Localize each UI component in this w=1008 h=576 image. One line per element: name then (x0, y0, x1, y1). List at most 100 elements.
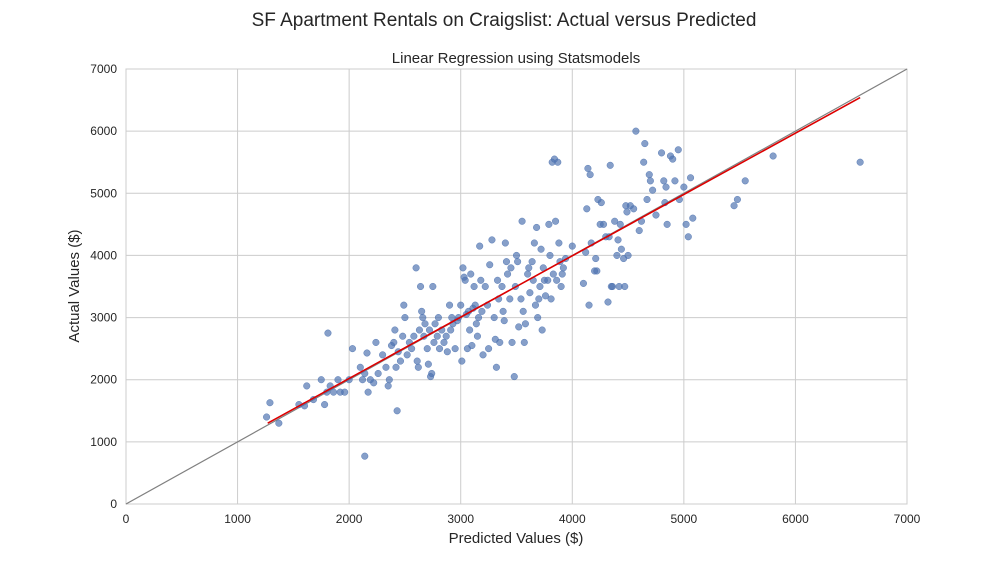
y-tick-label: 6000 (90, 124, 117, 138)
data-point (329, 388, 338, 396)
data-point (674, 146, 682, 154)
data-point (657, 149, 666, 157)
data-point (652, 211, 660, 219)
data-point (635, 227, 643, 235)
data-point (554, 158, 562, 166)
data-point (477, 276, 485, 284)
data-point (384, 382, 392, 390)
data-point (558, 270, 566, 278)
data-point (416, 282, 425, 291)
data-point (391, 326, 399, 334)
data-point (584, 164, 592, 172)
data-point (623, 208, 631, 216)
data-point (649, 186, 657, 194)
data-point (536, 282, 544, 291)
data-point (429, 282, 437, 291)
x-tick-label: 0 (123, 512, 130, 526)
data-point (496, 338, 504, 346)
data-point (689, 214, 697, 222)
data-point (502, 258, 511, 266)
data-point (559, 264, 567, 272)
data-point (401, 314, 409, 322)
y-tick-label: 2000 (90, 373, 117, 387)
data-point (585, 301, 593, 309)
data-point (553, 276, 561, 284)
data-point (341, 388, 349, 396)
data-point (393, 407, 401, 415)
data-point (317, 376, 325, 384)
data-point (481, 282, 489, 291)
data-point (451, 345, 459, 353)
regression-line (267, 96, 861, 424)
data-point (537, 245, 545, 253)
data-point (684, 233, 692, 241)
data-point (478, 307, 486, 315)
data-point (608, 282, 617, 291)
data-point (592, 254, 600, 263)
data-point (266, 399, 274, 407)
data-point (769, 152, 777, 160)
data-point (521, 320, 529, 328)
data-point (473, 332, 482, 340)
data-point (646, 177, 654, 185)
x-tick-label: 6000 (782, 512, 809, 526)
data-point (856, 158, 864, 166)
y-tick-label: 1000 (90, 435, 117, 449)
y-tick-label: 7000 (90, 62, 117, 76)
data-point (533, 223, 541, 232)
data-point (524, 270, 532, 278)
data-point (428, 369, 436, 378)
data-point (413, 357, 421, 365)
data-point (586, 171, 594, 179)
data-point (430, 338, 438, 346)
data-point (530, 239, 538, 247)
data-point (510, 373, 518, 381)
data-point (517, 295, 525, 303)
data-point (458, 357, 466, 365)
data-point (507, 264, 515, 272)
data-point (475, 314, 483, 322)
data-point (363, 349, 371, 357)
data-point (583, 205, 591, 213)
data-point (476, 242, 484, 250)
data-point (640, 158, 648, 166)
data-point (547, 295, 555, 303)
data-point (687, 174, 695, 182)
data-point (730, 202, 738, 210)
data-point (552, 217, 560, 225)
data-point (546, 251, 554, 259)
y-tick-label: 3000 (90, 311, 117, 325)
data-point (671, 177, 679, 185)
data-point (414, 363, 422, 371)
data-point (545, 220, 553, 228)
data-point (412, 264, 420, 272)
data-point (604, 298, 612, 306)
data-point (472, 320, 480, 328)
x-tick-label: 2000 (336, 512, 363, 526)
data-point (520, 338, 528, 346)
data-point (493, 276, 502, 284)
x-tick-label: 1000 (224, 512, 251, 526)
data-point (606, 161, 614, 169)
data-point (423, 345, 431, 353)
data-point (485, 345, 493, 353)
x-tick-label: 4000 (559, 512, 586, 526)
data-point (364, 388, 372, 396)
chart-suptitle: SF Apartment Rentals on Craigslist: Actu… (252, 10, 757, 31)
data-point (321, 401, 329, 409)
data-point (579, 279, 587, 287)
tick-labels: 0 1000 2000 3000 4000 5000 6000 7000 0 1000 2000 30… (90, 62, 920, 526)
data-point (500, 317, 508, 325)
data-point (645, 171, 653, 179)
data-point (682, 220, 690, 228)
data-point (459, 264, 467, 272)
data-point (356, 363, 364, 371)
data-point (461, 276, 469, 284)
data-point (549, 270, 557, 278)
data-point (431, 320, 439, 328)
data-point (434, 314, 442, 322)
data-point (662, 183, 670, 191)
data-point (396, 357, 405, 365)
data-point (741, 177, 749, 185)
